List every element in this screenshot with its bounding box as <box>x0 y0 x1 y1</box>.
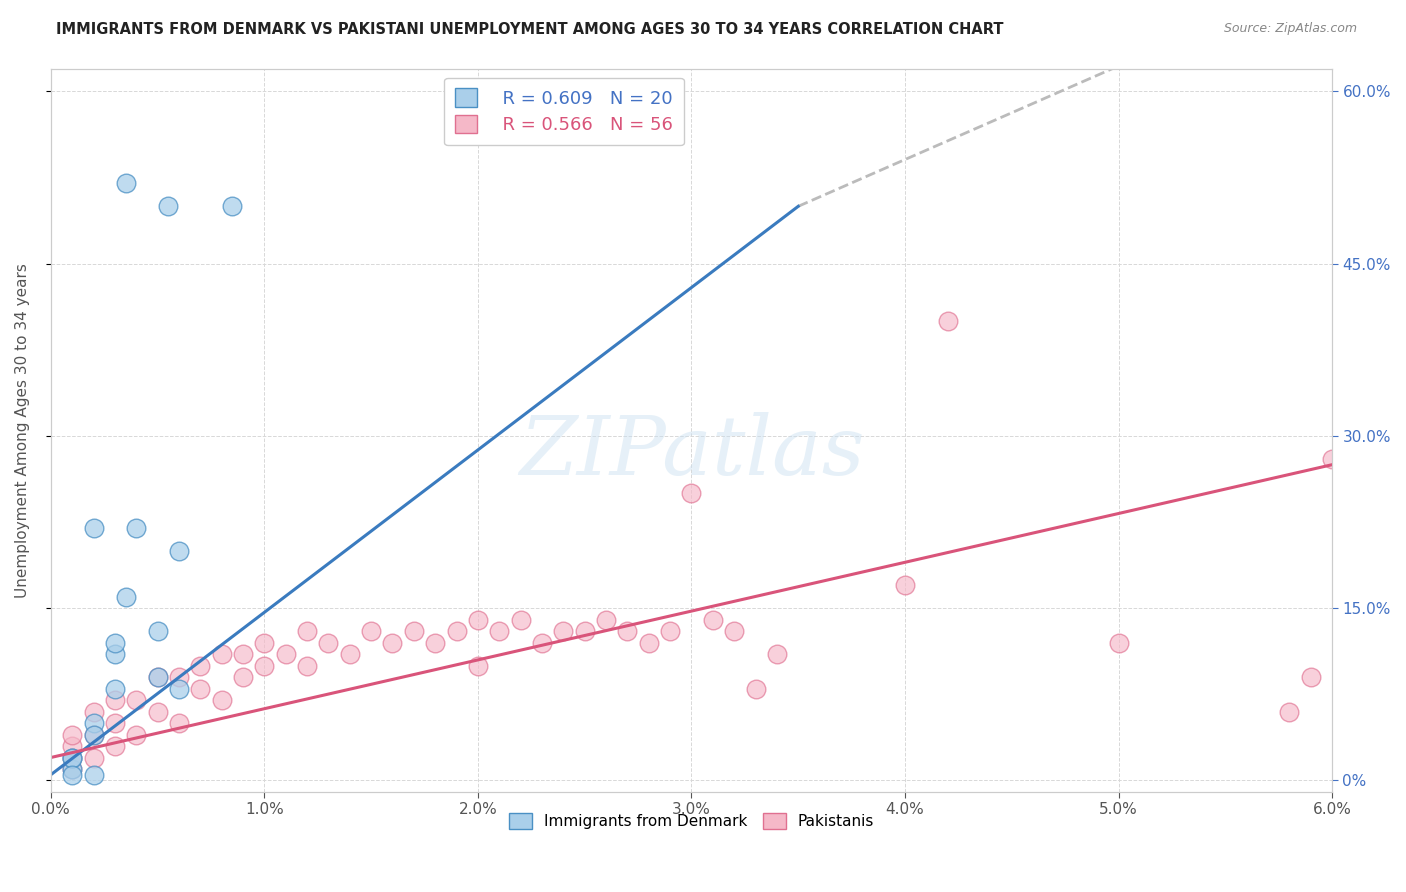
Point <box>211 647 233 661</box>
Point <box>104 635 127 649</box>
Point <box>221 199 243 213</box>
Point <box>188 658 211 673</box>
Point <box>553 624 575 639</box>
Point <box>360 624 382 639</box>
Point <box>1108 635 1130 649</box>
Point <box>211 693 233 707</box>
Point <box>381 635 404 649</box>
Point <box>104 739 127 753</box>
Point <box>104 681 127 696</box>
Point <box>659 624 682 639</box>
Point <box>60 727 83 741</box>
Point <box>723 624 745 639</box>
Text: Source: ZipAtlas.com: Source: ZipAtlas.com <box>1223 22 1357 36</box>
Point <box>60 768 83 782</box>
Point <box>616 624 638 639</box>
Point <box>60 762 83 776</box>
Point <box>318 635 340 649</box>
Point <box>595 613 617 627</box>
Point <box>104 693 127 707</box>
Point <box>253 658 276 673</box>
Text: ZIPatlas: ZIPatlas <box>519 412 865 492</box>
Point <box>60 762 83 776</box>
Point <box>402 624 425 639</box>
Text: IMMIGRANTS FROM DENMARK VS PAKISTANI UNEMPLOYMENT AMONG AGES 30 TO 34 YEARS CORR: IMMIGRANTS FROM DENMARK VS PAKISTANI UNE… <box>56 22 1004 37</box>
Point <box>167 716 190 731</box>
Point <box>83 768 105 782</box>
Point <box>446 624 468 639</box>
Point <box>295 624 318 639</box>
Point <box>637 635 659 649</box>
Point <box>83 727 105 741</box>
Point <box>146 670 169 684</box>
Point <box>295 658 318 673</box>
Point <box>157 199 180 213</box>
Point <box>681 486 703 500</box>
Point <box>232 647 254 661</box>
Legend: Immigrants from Denmark, Pakistanis: Immigrants from Denmark, Pakistanis <box>503 806 880 835</box>
Point <box>232 670 254 684</box>
Point <box>125 693 148 707</box>
Point <box>744 681 766 696</box>
Point <box>509 613 531 627</box>
Point <box>467 658 489 673</box>
Point <box>125 521 148 535</box>
Point <box>83 521 105 535</box>
Point <box>83 750 105 764</box>
Point <box>83 716 105 731</box>
Point <box>1278 705 1301 719</box>
Point <box>339 647 361 661</box>
Point <box>530 635 553 649</box>
Point <box>125 727 148 741</box>
Point <box>574 624 596 639</box>
Point <box>188 681 211 696</box>
Point <box>167 670 190 684</box>
Point <box>146 670 169 684</box>
Point <box>114 177 136 191</box>
Point <box>104 647 127 661</box>
Point <box>467 613 489 627</box>
Point <box>104 716 127 731</box>
Point <box>60 750 83 764</box>
Point <box>60 750 83 764</box>
Point <box>114 590 136 604</box>
Point <box>1299 670 1322 684</box>
Point <box>766 647 789 661</box>
Y-axis label: Unemployment Among Ages 30 to 34 years: Unemployment Among Ages 30 to 34 years <box>15 263 30 598</box>
Point <box>1320 452 1343 467</box>
Point <box>83 705 105 719</box>
Point <box>146 624 169 639</box>
Point <box>83 727 105 741</box>
Point <box>60 739 83 753</box>
Point <box>167 544 190 558</box>
Point <box>274 647 297 661</box>
Point <box>488 624 510 639</box>
Point <box>60 750 83 764</box>
Point <box>702 613 724 627</box>
Point <box>894 578 917 592</box>
Point <box>253 635 276 649</box>
Point <box>146 705 169 719</box>
Point <box>936 314 959 328</box>
Point <box>167 681 190 696</box>
Point <box>425 635 447 649</box>
